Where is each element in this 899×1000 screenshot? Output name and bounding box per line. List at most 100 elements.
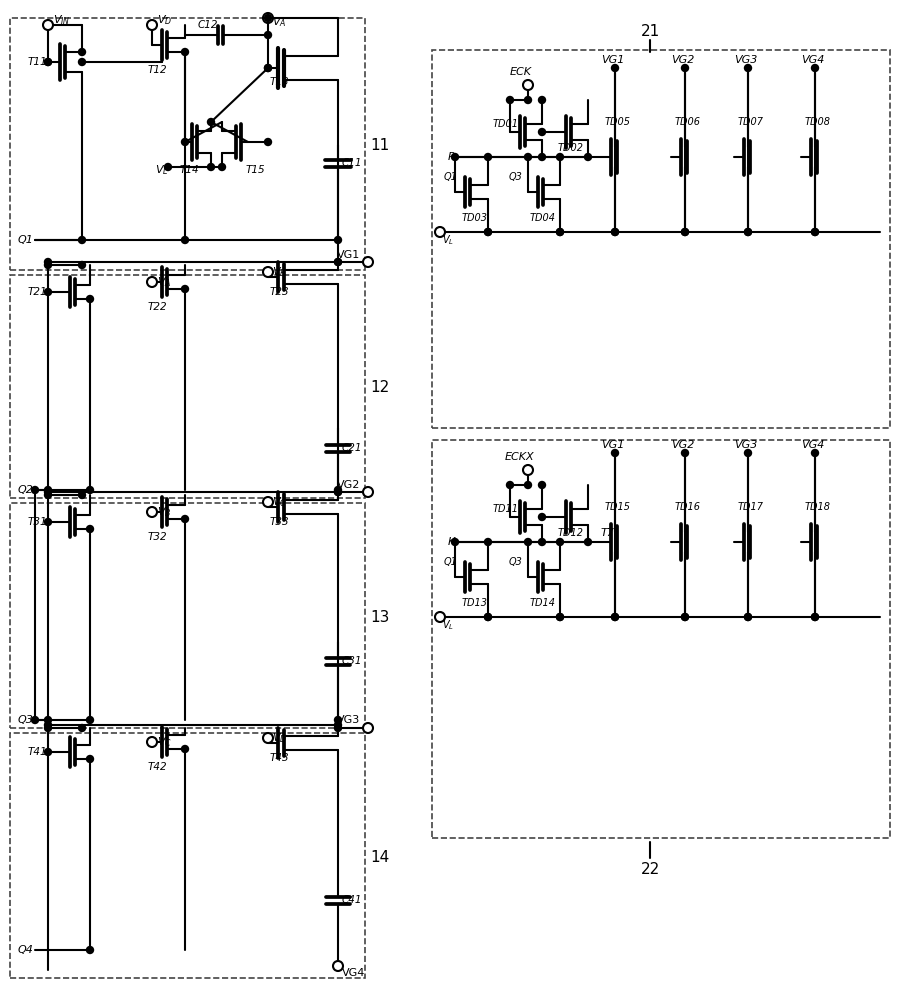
Text: Q2: Q2 xyxy=(18,485,34,495)
Circle shape xyxy=(744,613,752,620)
Text: VG4: VG4 xyxy=(342,968,365,978)
Text: $V_B$: $V_B$ xyxy=(272,265,287,279)
Circle shape xyxy=(44,288,51,296)
Circle shape xyxy=(451,538,458,546)
Text: VG1: VG1 xyxy=(337,250,360,260)
Circle shape xyxy=(44,261,51,268)
Circle shape xyxy=(485,229,492,235)
Text: C12: C12 xyxy=(198,20,218,30)
Text: TD16: TD16 xyxy=(675,502,701,512)
Text: $V_C$: $V_C$ xyxy=(157,735,172,749)
Text: T7: T7 xyxy=(601,528,615,538)
Circle shape xyxy=(744,450,752,456)
Circle shape xyxy=(44,724,51,732)
Circle shape xyxy=(334,487,342,493)
Circle shape xyxy=(363,257,373,267)
Circle shape xyxy=(812,64,818,72)
Circle shape xyxy=(182,236,189,243)
Text: $V_B$: $V_B$ xyxy=(157,505,172,519)
Text: T11: T11 xyxy=(28,57,48,67)
Text: VG3: VG3 xyxy=(337,715,360,725)
Bar xyxy=(10,18,365,270)
Text: C31: C31 xyxy=(342,656,362,666)
Circle shape xyxy=(812,229,818,235)
Circle shape xyxy=(182,286,189,292)
Text: Q3: Q3 xyxy=(18,715,34,725)
Circle shape xyxy=(333,961,343,971)
Text: $V_C$: $V_C$ xyxy=(272,495,287,509)
Text: T21: T21 xyxy=(28,287,48,297)
Circle shape xyxy=(611,64,619,72)
Circle shape xyxy=(681,613,689,620)
Circle shape xyxy=(43,20,53,30)
Text: T22: T22 xyxy=(148,302,167,312)
Circle shape xyxy=(182,746,189,752)
Text: ECK: ECK xyxy=(510,67,532,77)
Text: TD03: TD03 xyxy=(462,213,488,223)
Text: 13: 13 xyxy=(370,610,389,626)
Text: VG3: VG3 xyxy=(734,55,757,65)
Circle shape xyxy=(611,229,619,235)
Text: VG3: VG3 xyxy=(734,440,757,450)
Circle shape xyxy=(611,613,619,620)
Circle shape xyxy=(812,450,818,456)
Circle shape xyxy=(506,482,513,488)
Circle shape xyxy=(78,724,85,732)
Circle shape xyxy=(86,946,93,954)
Text: T14: T14 xyxy=(180,165,200,175)
Text: T31: T31 xyxy=(28,517,48,527)
Circle shape xyxy=(208,118,215,125)
Circle shape xyxy=(539,538,546,546)
Circle shape xyxy=(556,538,564,546)
Text: VG1: VG1 xyxy=(601,55,625,65)
Text: $V_D$: $V_D$ xyxy=(157,13,173,27)
Circle shape xyxy=(44,488,51,495)
Circle shape xyxy=(485,613,492,620)
Text: T33: T33 xyxy=(270,517,289,527)
Circle shape xyxy=(44,722,51,728)
Circle shape xyxy=(86,526,93,532)
Text: $V_L$: $V_L$ xyxy=(155,163,168,177)
Text: T32: T32 xyxy=(148,532,167,542)
Text: VG2: VG2 xyxy=(671,440,694,450)
Circle shape xyxy=(812,229,818,235)
Text: 22: 22 xyxy=(640,862,660,878)
Circle shape xyxy=(681,229,689,235)
Circle shape xyxy=(812,613,818,620)
Circle shape xyxy=(78,48,85,55)
Circle shape xyxy=(182,48,189,55)
Text: TD08: TD08 xyxy=(805,117,831,127)
Text: 21: 21 xyxy=(640,24,660,39)
Text: ECKX: ECKX xyxy=(505,452,535,462)
Circle shape xyxy=(334,258,342,265)
Circle shape xyxy=(485,153,492,160)
Circle shape xyxy=(744,64,752,72)
Bar xyxy=(10,275,365,498)
Circle shape xyxy=(147,737,157,747)
Circle shape xyxy=(539,153,546,160)
Text: VG4: VG4 xyxy=(801,440,824,450)
Text: Q3: Q3 xyxy=(509,172,523,182)
Text: VG1: VG1 xyxy=(601,440,625,450)
Circle shape xyxy=(44,58,51,66)
Text: T12: T12 xyxy=(148,65,167,75)
Circle shape xyxy=(744,229,752,235)
Text: C41: C41 xyxy=(342,895,362,905)
Text: Q1: Q1 xyxy=(444,557,458,567)
Circle shape xyxy=(334,236,342,243)
Circle shape xyxy=(524,482,531,488)
Text: T15: T15 xyxy=(246,165,265,175)
Circle shape xyxy=(263,733,273,743)
Circle shape xyxy=(812,613,818,620)
Circle shape xyxy=(611,613,619,620)
Circle shape xyxy=(147,507,157,517)
Text: VG4: VG4 xyxy=(801,55,824,65)
Circle shape xyxy=(264,31,271,38)
Circle shape xyxy=(435,612,445,622)
Circle shape xyxy=(539,482,546,488)
Text: T13: T13 xyxy=(270,77,289,87)
Circle shape xyxy=(681,64,689,72)
Text: VG2: VG2 xyxy=(671,55,694,65)
Circle shape xyxy=(539,514,546,520)
Text: $V_L$: $V_L$ xyxy=(442,618,454,632)
